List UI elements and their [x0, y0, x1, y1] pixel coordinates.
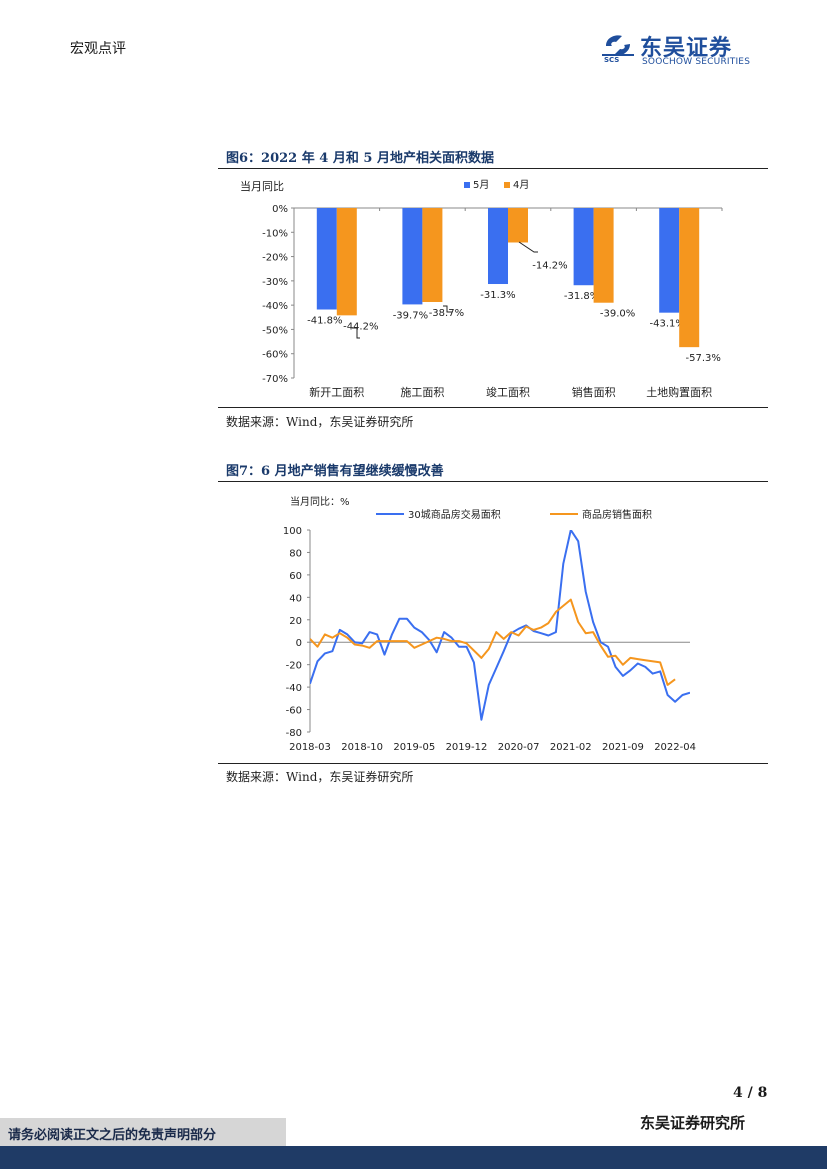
figure6-bottom-rule — [218, 407, 768, 408]
figure6-top-rule — [218, 168, 768, 169]
bar-5月 — [659, 208, 680, 313]
footer-bar — [0, 1146, 827, 1169]
bar-5月 — [316, 208, 337, 310]
y-axis-title: 当月同比：% — [290, 495, 350, 508]
figure6-bar-chart: 当月同比 0% -10% -20% -30% -40% -50% -60% -70% 新开工面积 -… — [240, 179, 723, 399]
y-tick-label: -70% — [262, 374, 288, 385]
data-label: -44.2% — [343, 321, 378, 332]
x-tick-label: 2018-10 — [341, 742, 383, 753]
x-tick-label: 2019-05 — [393, 742, 435, 753]
bar-5月 — [573, 208, 594, 286]
logo-cn: 东吴证券 — [640, 36, 733, 61]
y-tick-label: -10% — [262, 228, 288, 239]
y-tick-label: 60 — [289, 571, 302, 582]
bar-4月 — [593, 208, 614, 303]
y-tick-label: 100 — [283, 526, 302, 537]
figure6-title: 图6：2022 年 4 月和 5 月地产相关面积数据 — [226, 151, 494, 166]
legend-swatch — [504, 182, 510, 188]
data-label: -14.2% — [532, 260, 567, 271]
figure7-source: 数据来源：Wind，东吴证券研究所 — [226, 770, 414, 784]
y-tick-label: 0% — [272, 204, 288, 215]
x-category-label: 竣工面积 — [486, 385, 530, 399]
data-label: -39.7% — [393, 310, 428, 321]
bar-4月 — [508, 208, 528, 243]
figure7-bottom-rule — [218, 763, 768, 764]
disclaimer-text: 请务必阅读正文之后的免责声明部分 — [8, 1128, 217, 1143]
bar-5月 — [402, 208, 423, 305]
data-label: -39.0% — [600, 309, 635, 320]
x-tick-label: 2020-07 — [498, 742, 540, 753]
data-label: -43.1% — [650, 319, 685, 330]
y-tick-label: 40 — [289, 593, 302, 604]
bar-5月 — [488, 208, 508, 285]
y-tick-label: -40% — [262, 301, 288, 312]
x-category-label: 销售面积 — [572, 385, 616, 399]
y-tick-label: -40 — [286, 683, 302, 694]
figure7-line-chart: 当月同比：% 100 80 60 40 20 0 -20 -40 -60 -80 2018-03 201… — [283, 495, 696, 753]
x-tick-label: 2021-02 — [550, 742, 592, 753]
y-tick-label: -60 — [286, 706, 302, 717]
x-category-label: 新开工面积 — [309, 385, 364, 399]
bar-4月 — [679, 208, 700, 348]
logo-en: SOOCHOW SECURITIES — [642, 57, 751, 67]
data-label: -41.8% — [307, 316, 342, 327]
legend-swatch — [464, 182, 470, 188]
series-line-1 — [310, 598, 676, 686]
y-tick-label: -80 — [286, 728, 302, 739]
y-tick-label: 20 — [289, 616, 302, 627]
footer-org: 东吴证券研究所 — [640, 1114, 746, 1132]
section-label: 宏观点评 — [70, 41, 126, 57]
bar-4月 — [422, 208, 443, 302]
x-tick-label: 2022-04 — [654, 742, 696, 753]
y-tick-label: -60% — [262, 350, 288, 361]
soochow-logo-icon — [602, 35, 634, 56]
figure7-title: 图7：6 月地产销售有望继续缓慢改善 — [226, 464, 444, 479]
legend-label: 4月 — [513, 179, 529, 191]
leader-line — [443, 305, 452, 313]
x-tick-label: 2018-03 — [289, 742, 331, 753]
data-label: -57.3% — [686, 353, 721, 364]
x-tick-label: 2019-12 — [446, 742, 488, 753]
legend-label: 30城商品房交易面积 — [408, 508, 501, 521]
disclaimer-banner — [0, 1118, 286, 1146]
legend-label: 5月 — [473, 179, 489, 191]
y-tick-label: -50% — [262, 325, 288, 336]
x-tick-label: 2021-09 — [602, 742, 644, 753]
leader-line — [518, 241, 538, 253]
figure6-source: 数据来源：Wind，东吴证券研究所 — [226, 415, 414, 429]
y-tick-label: -30% — [262, 277, 288, 288]
data-label: -38.7% — [429, 308, 464, 319]
leader-line — [352, 327, 360, 339]
legend-label: 商品房销售面积 — [582, 508, 652, 521]
series-line-0 — [310, 530, 690, 721]
y-tick-label: 80 — [289, 548, 302, 559]
data-label: -31.3% — [480, 290, 515, 301]
x-category-label: 土地购置面积 — [646, 385, 712, 399]
x-category-label: 施工面积 — [400, 386, 444, 399]
y-axis-title: 当月同比 — [240, 179, 284, 193]
brand-logo: SCS 东吴证券 SOOCHOW SECURITIES — [602, 30, 772, 70]
y-tick-label: -20% — [262, 253, 288, 264]
page-number: 4 / 8 — [733, 1085, 768, 1101]
y-tick-label: -20 — [286, 661, 302, 672]
bar-4月 — [336, 208, 357, 316]
logo-scs: SCS — [604, 56, 620, 64]
figure7-top-rule — [218, 481, 768, 482]
data-label: -31.8% — [564, 291, 599, 302]
y-tick-label: 0 — [296, 638, 302, 649]
